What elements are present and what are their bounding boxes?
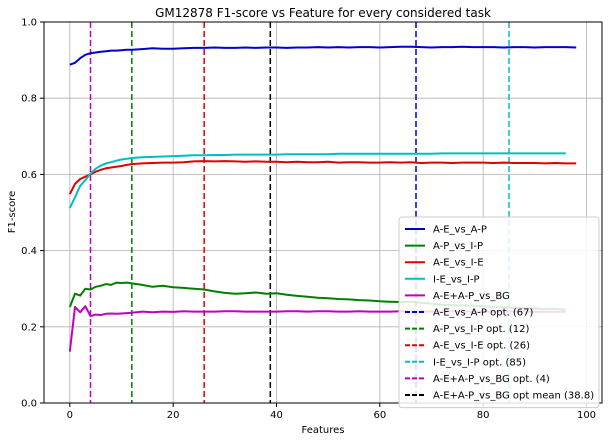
y-tick-label: 0.4 — [21, 246, 37, 257]
legend-entry: A-E_vs_A-P opt. (67) — [433, 308, 533, 319]
legend-entry: A-E+A-P_vs_BG opt. (4) — [433, 374, 550, 385]
x-tick-label: 40 — [270, 410, 283, 421]
legend-entry: A-E_vs_I-E — [433, 258, 484, 269]
x-axis-label: Features — [302, 425, 345, 436]
legend-entry: A-E+A-P_vs_BG opt mean (38.8) — [433, 391, 594, 402]
series-line — [69, 45, 577, 66]
y-tick-label: 0.0 — [21, 399, 37, 410]
chart-title: GM12878 F1-score vs Feature for every co… — [155, 6, 491, 20]
legend-box — [398, 216, 600, 409]
series-line — [68, 152, 566, 209]
y-tick-label: 0.8 — [21, 94, 37, 105]
x-tick-label: 80 — [477, 410, 490, 421]
legend-entry: A-E+A-P_vs_BG — [433, 291, 510, 302]
legend-entry: I-E_vs_I-P opt. (85) — [433, 357, 526, 368]
y-tick-label: 0.2 — [21, 322, 37, 333]
plot-area-frame — [43, 21, 603, 404]
legend-entry: A-P_vs_I-P opt. (12) — [433, 324, 530, 335]
y-tick-label: 1.0 — [21, 18, 37, 29]
y-tick-label: 0.6 — [21, 170, 37, 181]
y-axis-label: F1-score — [7, 191, 18, 234]
x-tick-label: 100 — [577, 410, 596, 421]
legend-entry: A-E_vs_A-P — [433, 225, 487, 236]
x-tick-label: 0 — [67, 410, 73, 421]
x-tick-label: 20 — [167, 410, 180, 421]
x-tick-label: 60 — [373, 410, 386, 421]
legend-entry: I-E_vs_I-P — [433, 274, 480, 285]
legend-entry: A-E_vs_I-E opt. (26) — [433, 341, 530, 352]
axis-ticks: 0 20 40 60 80 100 0.0 0.2 0.4 0.6 0.8 1.0 — [21, 18, 596, 422]
legend-entry: A-P_vs_I-P — [433, 241, 483, 252]
series-line — [68, 160, 577, 195]
legend: A-E_vs_A-P A-P_vs_I-P A-E_vs_I-E I-E_vs_I-P… — [398, 216, 600, 409]
